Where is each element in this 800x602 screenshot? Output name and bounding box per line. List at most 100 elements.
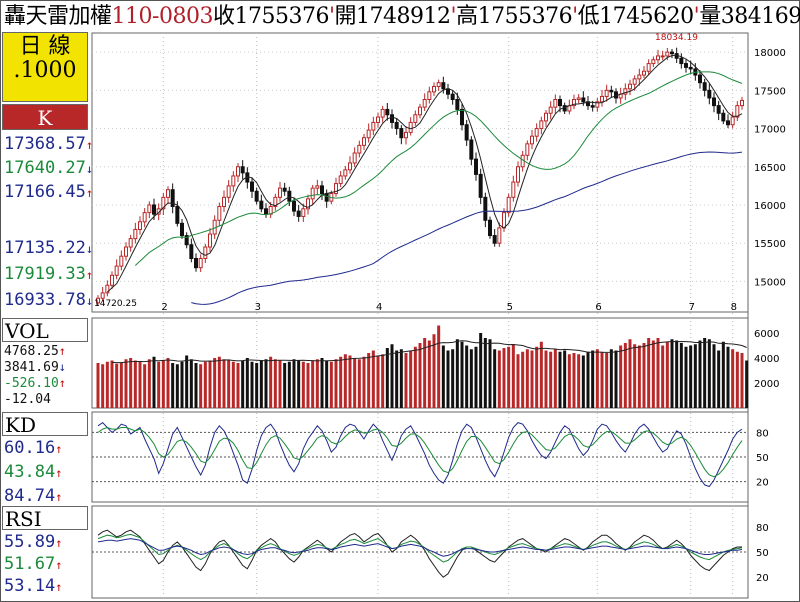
volume-bar (171, 363, 175, 408)
candle (399, 128, 404, 139)
candle (548, 106, 553, 114)
candle (376, 116, 380, 123)
legend-value-text: 51.67 (4, 554, 56, 574)
candle (707, 89, 712, 99)
volume-bar (731, 349, 735, 408)
volume-bar (530, 350, 534, 408)
month-tick-label: 7 (689, 302, 695, 313)
candle (670, 51, 674, 55)
candle (362, 137, 366, 146)
title-low: 1745620 (599, 4, 694, 29)
candle (287, 190, 292, 202)
volume-bar (213, 358, 217, 408)
volume-bar (105, 361, 109, 408)
candle (427, 91, 432, 101)
price-tick-label: 18000 (754, 48, 786, 59)
volume-bar (693, 344, 697, 408)
candle (502, 212, 506, 229)
volume-bar (679, 343, 683, 408)
scale-label: .1000 (13, 58, 77, 83)
legend-value: 3841.69↓ (4, 360, 66, 375)
legend-value: 60.16↑ (4, 438, 62, 458)
rsi-tick-label: 50 (756, 548, 769, 559)
candle (483, 196, 488, 221)
candle (688, 66, 693, 70)
candle (292, 200, 296, 212)
period-box[interactable]: 日 線 .1000 (2, 32, 88, 102)
candle (716, 105, 721, 114)
volume-bar (236, 363, 240, 408)
volume-bar (180, 361, 184, 408)
volume-bar (441, 345, 445, 408)
candle (595, 101, 600, 108)
volume-bar (586, 351, 590, 408)
arrow-down-icon: ↓ (58, 360, 67, 374)
candle (208, 233, 212, 248)
candle (320, 185, 324, 195)
volume-bar (208, 360, 212, 408)
volume-bar (185, 355, 189, 408)
ma-mid-line (134, 71, 743, 266)
volume-bar (115, 363, 119, 408)
candle (142, 212, 147, 223)
volume-bar (143, 364, 147, 408)
rsi-panel-label[interactable]: RSI (2, 506, 88, 531)
candle (698, 74, 702, 84)
arrow-down-icon: ↓ (85, 162, 94, 176)
candle (203, 246, 208, 259)
volume-bar (721, 341, 725, 408)
vol-tick-label: 6000 (754, 329, 779, 340)
k-panel-label[interactable]: K (2, 104, 88, 130)
volume-bar (348, 355, 352, 408)
legend-value: 51.67↑ (4, 554, 62, 574)
volume-bar (395, 350, 399, 408)
candle (170, 189, 175, 208)
candle (534, 128, 539, 137)
volume-bar (297, 360, 301, 408)
volume-bar (119, 362, 123, 408)
legend-value: 4768.25↑ (4, 344, 66, 359)
k-line (97, 421, 743, 488)
high-annotation: 18034.19 (655, 33, 698, 43)
candle (119, 255, 124, 267)
candle (128, 238, 133, 248)
legend-value: 55.89↑ (4, 532, 62, 552)
candle (394, 121, 399, 130)
candle (441, 82, 446, 90)
candle (581, 97, 586, 103)
vol-panel-label[interactable]: VOL (2, 318, 88, 343)
arrow-up-icon: ↑ (55, 442, 63, 456)
volume-bar (600, 351, 604, 408)
candle (348, 162, 352, 171)
arrow-up-icon: ↑ (55, 536, 63, 550)
price-tick-label: 17000 (754, 125, 786, 136)
candle (110, 274, 114, 286)
volume-bar (259, 360, 263, 408)
ma-short-line (106, 54, 743, 293)
candle (432, 86, 436, 93)
candle (180, 222, 184, 237)
panel-frame-price (91, 32, 749, 313)
volume-bar (544, 350, 548, 408)
kd-panel-label[interactable]: KD (2, 412, 88, 437)
volume-bar (665, 341, 669, 408)
volume-bar (129, 358, 133, 408)
legend-value-text: 60.16 (4, 438, 56, 458)
volume-bar (553, 349, 557, 408)
arrow-up-icon: ↑ (85, 138, 94, 152)
volume-bar (292, 359, 296, 408)
candle (385, 108, 390, 116)
volume-bar (469, 349, 473, 408)
volume-bar (101, 364, 105, 408)
ma-long-line (191, 151, 743, 305)
candle (404, 131, 408, 139)
volume-bar (740, 353, 744, 408)
candle (684, 63, 688, 68)
month-tick-label: 8 (731, 302, 737, 313)
volume-bar (325, 360, 329, 408)
candle (422, 99, 427, 108)
candle (604, 89, 609, 97)
candle (474, 158, 478, 175)
candle (306, 198, 310, 210)
